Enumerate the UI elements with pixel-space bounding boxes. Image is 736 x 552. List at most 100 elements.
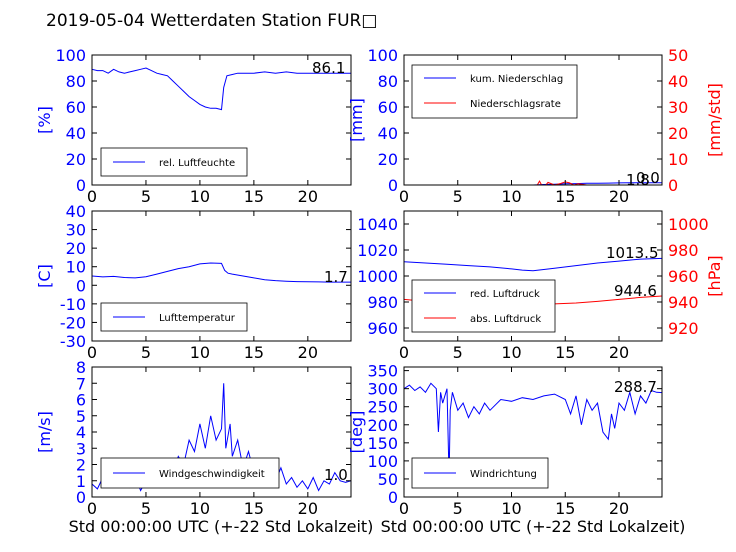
- x-tick-label: 15: [244, 343, 264, 362]
- y-tick-label: 150: [367, 434, 398, 453]
- y-tick-label: 300: [367, 380, 398, 399]
- y-tick-label: 20: [66, 239, 86, 258]
- x-tick-label: 10: [190, 187, 210, 206]
- y-tick-label: 1000: [357, 267, 398, 286]
- y-tick-label-right: 940: [668, 293, 699, 312]
- y-tick-label: 250: [367, 398, 398, 417]
- y-tick-label: 60: [66, 98, 86, 117]
- x-tick-label: 5: [453, 343, 463, 362]
- x-tick-label: 10: [501, 187, 521, 206]
- current-value-label-2: 0.0: [636, 169, 660, 187]
- plot-frame: [403, 366, 663, 498]
- x-tick-label: 0: [399, 343, 409, 362]
- y-tick-label: 4: [76, 423, 86, 442]
- legend-entry: red. Luftdruck: [470, 289, 540, 300]
- x-tick-label: 0: [87, 187, 97, 206]
- x-tick-label: 15: [244, 187, 264, 206]
- y-tick-label: 7: [76, 374, 86, 393]
- x-tick-label: 20: [298, 343, 318, 362]
- y-tick-label: 200: [367, 416, 398, 435]
- x-tick-label: 0: [87, 499, 97, 518]
- current-value-label: 1.7: [324, 268, 348, 286]
- y-tick-label: 350: [367, 362, 398, 381]
- x-tick-label: 5: [141, 343, 151, 362]
- y-axis-label: [deg]: [347, 411, 366, 454]
- legend-box: [411, 279, 556, 333]
- x-tick-label: 10: [190, 343, 210, 362]
- y-tick-label: 0: [388, 488, 398, 507]
- current-value-label: 1013.5: [606, 244, 659, 262]
- current-value-label: 1.0: [324, 466, 348, 484]
- y-tick-label: 0: [76, 488, 86, 507]
- y-tick-label-right: 40: [668, 72, 688, 91]
- series-line-red-luftdruck: [403, 257, 663, 272]
- x-tick-label: 5: [453, 499, 463, 518]
- y-tick-label: 1020: [357, 241, 398, 260]
- x-tick-label: 10: [190, 499, 210, 518]
- x-tick-label: 0: [399, 187, 409, 206]
- x-tick-label: 0: [399, 499, 409, 518]
- y-tick-label: 100: [55, 46, 86, 65]
- y-tick-label: 980: [367, 293, 398, 312]
- plot-frame: [403, 54, 663, 186]
- legend-entry: Windrichtung: [470, 469, 537, 480]
- y-tick-label-right: 30: [668, 98, 688, 117]
- legend-box: [411, 64, 578, 119]
- current-value-label: 1.8: [626, 171, 650, 189]
- y-tick-label-right: 20: [668, 124, 688, 143]
- y-tick-label: 40: [378, 124, 398, 143]
- y-tick-label-right: 980: [668, 241, 699, 260]
- x-tick-label: 20: [298, 187, 318, 206]
- x-tick-label: 15: [555, 187, 575, 206]
- y-tick-label: 0: [388, 176, 398, 195]
- y-tick-label: -30: [60, 332, 86, 351]
- y-tick-label: 80: [378, 72, 398, 91]
- x-tick-label: 20: [609, 499, 629, 518]
- x-tick-label: 5: [141, 499, 151, 518]
- x-tick-label: 15: [244, 499, 264, 518]
- y-tick-label: -10: [60, 295, 86, 314]
- y-axis-label: [%]: [35, 106, 54, 134]
- x-tick-label: 5: [141, 187, 151, 206]
- legend-entry: abs. Luftdruck: [470, 314, 541, 325]
- y-tick-label-right: 10: [668, 150, 688, 169]
- y-tick-label: 10: [66, 258, 86, 277]
- y-tick-label: 100: [367, 46, 398, 65]
- y-tick-label: 50: [378, 470, 398, 489]
- x-tick-label: 20: [298, 499, 318, 518]
- x-tick-label: 10: [501, 343, 521, 362]
- chart-panel-5: 0 5 10 15 20012345678[m/s]Windgeschwindigkei…: [35, 358, 352, 518]
- x-tick-label: 10: [501, 499, 521, 518]
- y-tick-label: 5: [76, 407, 86, 426]
- current-value-label: 288.7: [614, 378, 657, 396]
- legend-entry: Niederschlagsrate: [470, 99, 561, 110]
- legend-entry: rel. Luftfeuchte: [159, 158, 235, 169]
- y-tick-label: 0: [76, 276, 86, 295]
- y-tick-label: 60: [378, 98, 398, 117]
- y-axis-label: [C]: [35, 264, 54, 288]
- y-tick-label-right: 960: [668, 267, 699, 286]
- x-tick-label: 0: [87, 343, 97, 362]
- x-tick-label: 20: [609, 187, 629, 206]
- y-tick-label: 2: [76, 456, 86, 475]
- y-tick-label: 0: [76, 176, 86, 195]
- y-tick-label: 100: [367, 452, 398, 471]
- x-tick-label: 20: [609, 343, 629, 362]
- y-tick-label: 1: [76, 472, 86, 491]
- series-line-rel-luftfeuchte: [91, 67, 351, 111]
- y-tick-label-right: 0: [668, 176, 678, 195]
- y-axis-label: [mm]: [347, 98, 366, 142]
- figure-title: 2019-05-04 Wetterdaten Station FUR□: [46, 11, 377, 31]
- current-value-label: 86.1: [312, 59, 345, 77]
- y-tick-label: 8: [76, 358, 86, 377]
- x-axis-label-right: Std 00:00:00 UTC (+-22 Std Lokalzeit): [381, 517, 686, 536]
- chart-panel-6: 0 5 10 15 20050100150200250300350[deg]Windri…: [347, 362, 663, 518]
- y-axis-label-right: [mm/std]: [705, 83, 724, 157]
- chart-panel-3: 0 5 10 15 20-30-20-10010203040[C]Lufttempera…: [35, 202, 352, 362]
- y-tick-label: 20: [66, 150, 86, 169]
- y-tick-label: 30: [66, 221, 86, 240]
